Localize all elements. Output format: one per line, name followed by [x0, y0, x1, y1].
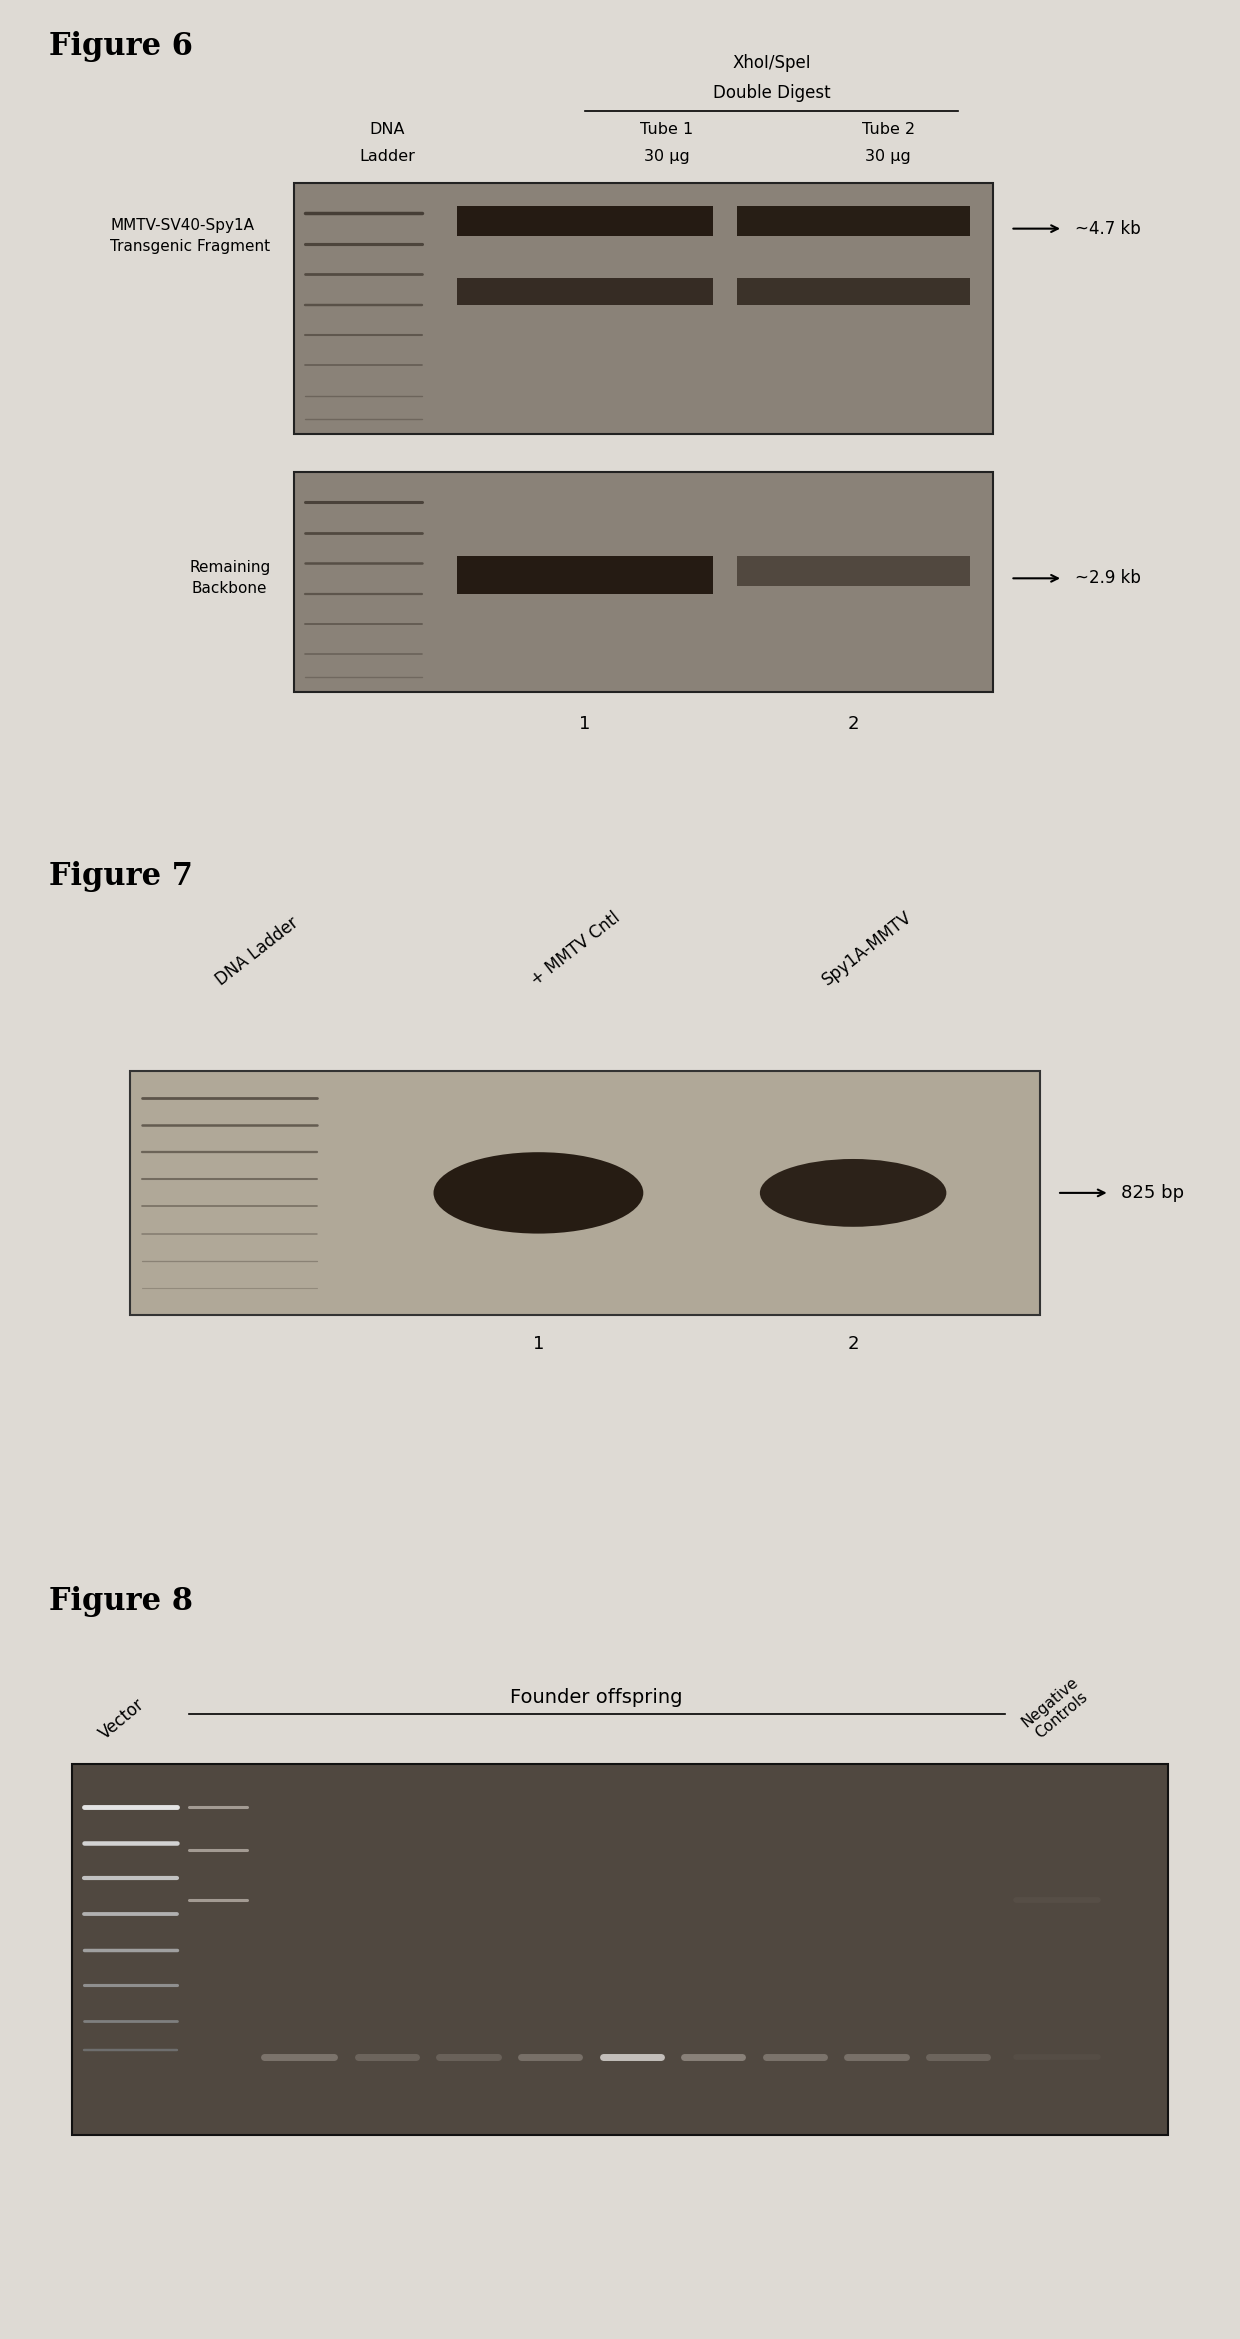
Bar — [294, 472, 993, 692]
Text: Vector: Vector — [95, 1696, 148, 1743]
Ellipse shape — [434, 1153, 644, 1233]
Text: XhoI/SpeI: XhoI/SpeI — [732, 54, 811, 73]
Text: Negative
Controls: Negative Controls — [1019, 1675, 1092, 1743]
Bar — [456, 206, 713, 236]
Text: 30 μg: 30 μg — [644, 150, 689, 164]
Text: DNA: DNA — [370, 122, 404, 138]
Bar — [456, 278, 713, 304]
Bar — [737, 206, 970, 236]
Text: Tube 2: Tube 2 — [862, 122, 915, 138]
Bar — [737, 554, 970, 585]
Bar — [737, 278, 970, 304]
Text: + MMTV Cntl: + MMTV Cntl — [527, 910, 624, 989]
Bar — [72, 1764, 1168, 2136]
Text: 1: 1 — [533, 1336, 544, 1354]
Text: 1: 1 — [579, 716, 590, 732]
Text: ~2.9 kb: ~2.9 kb — [1075, 568, 1141, 587]
Text: 825 bp: 825 bp — [1121, 1184, 1184, 1202]
Text: ~4.7 kb: ~4.7 kb — [1075, 220, 1141, 239]
Text: Tube 1: Tube 1 — [640, 122, 693, 138]
Text: Remaining
Backbone: Remaining Backbone — [188, 561, 270, 596]
Text: Figure 7: Figure 7 — [48, 861, 192, 891]
Text: Figure 6: Figure 6 — [48, 30, 192, 63]
Bar — [130, 1071, 1039, 1315]
Text: DNA Ladder: DNA Ladder — [212, 915, 303, 989]
Text: 2: 2 — [847, 1336, 859, 1354]
Bar — [456, 554, 713, 594]
Text: Figure 8: Figure 8 — [48, 1586, 193, 1616]
Bar — [294, 182, 993, 435]
Text: Spy1A-MMTV: Spy1A-MMTV — [818, 908, 915, 989]
Text: Ladder: Ladder — [358, 150, 415, 164]
Text: 2: 2 — [847, 716, 859, 732]
Text: Founder offspring: Founder offspring — [511, 1689, 683, 1707]
Ellipse shape — [760, 1158, 946, 1226]
Text: 30 μg: 30 μg — [866, 150, 911, 164]
Text: MMTV-SV40-Spy1A
Transgenic Fragment: MMTV-SV40-Spy1A Transgenic Fragment — [110, 218, 270, 255]
Text: Double Digest: Double Digest — [713, 84, 831, 103]
